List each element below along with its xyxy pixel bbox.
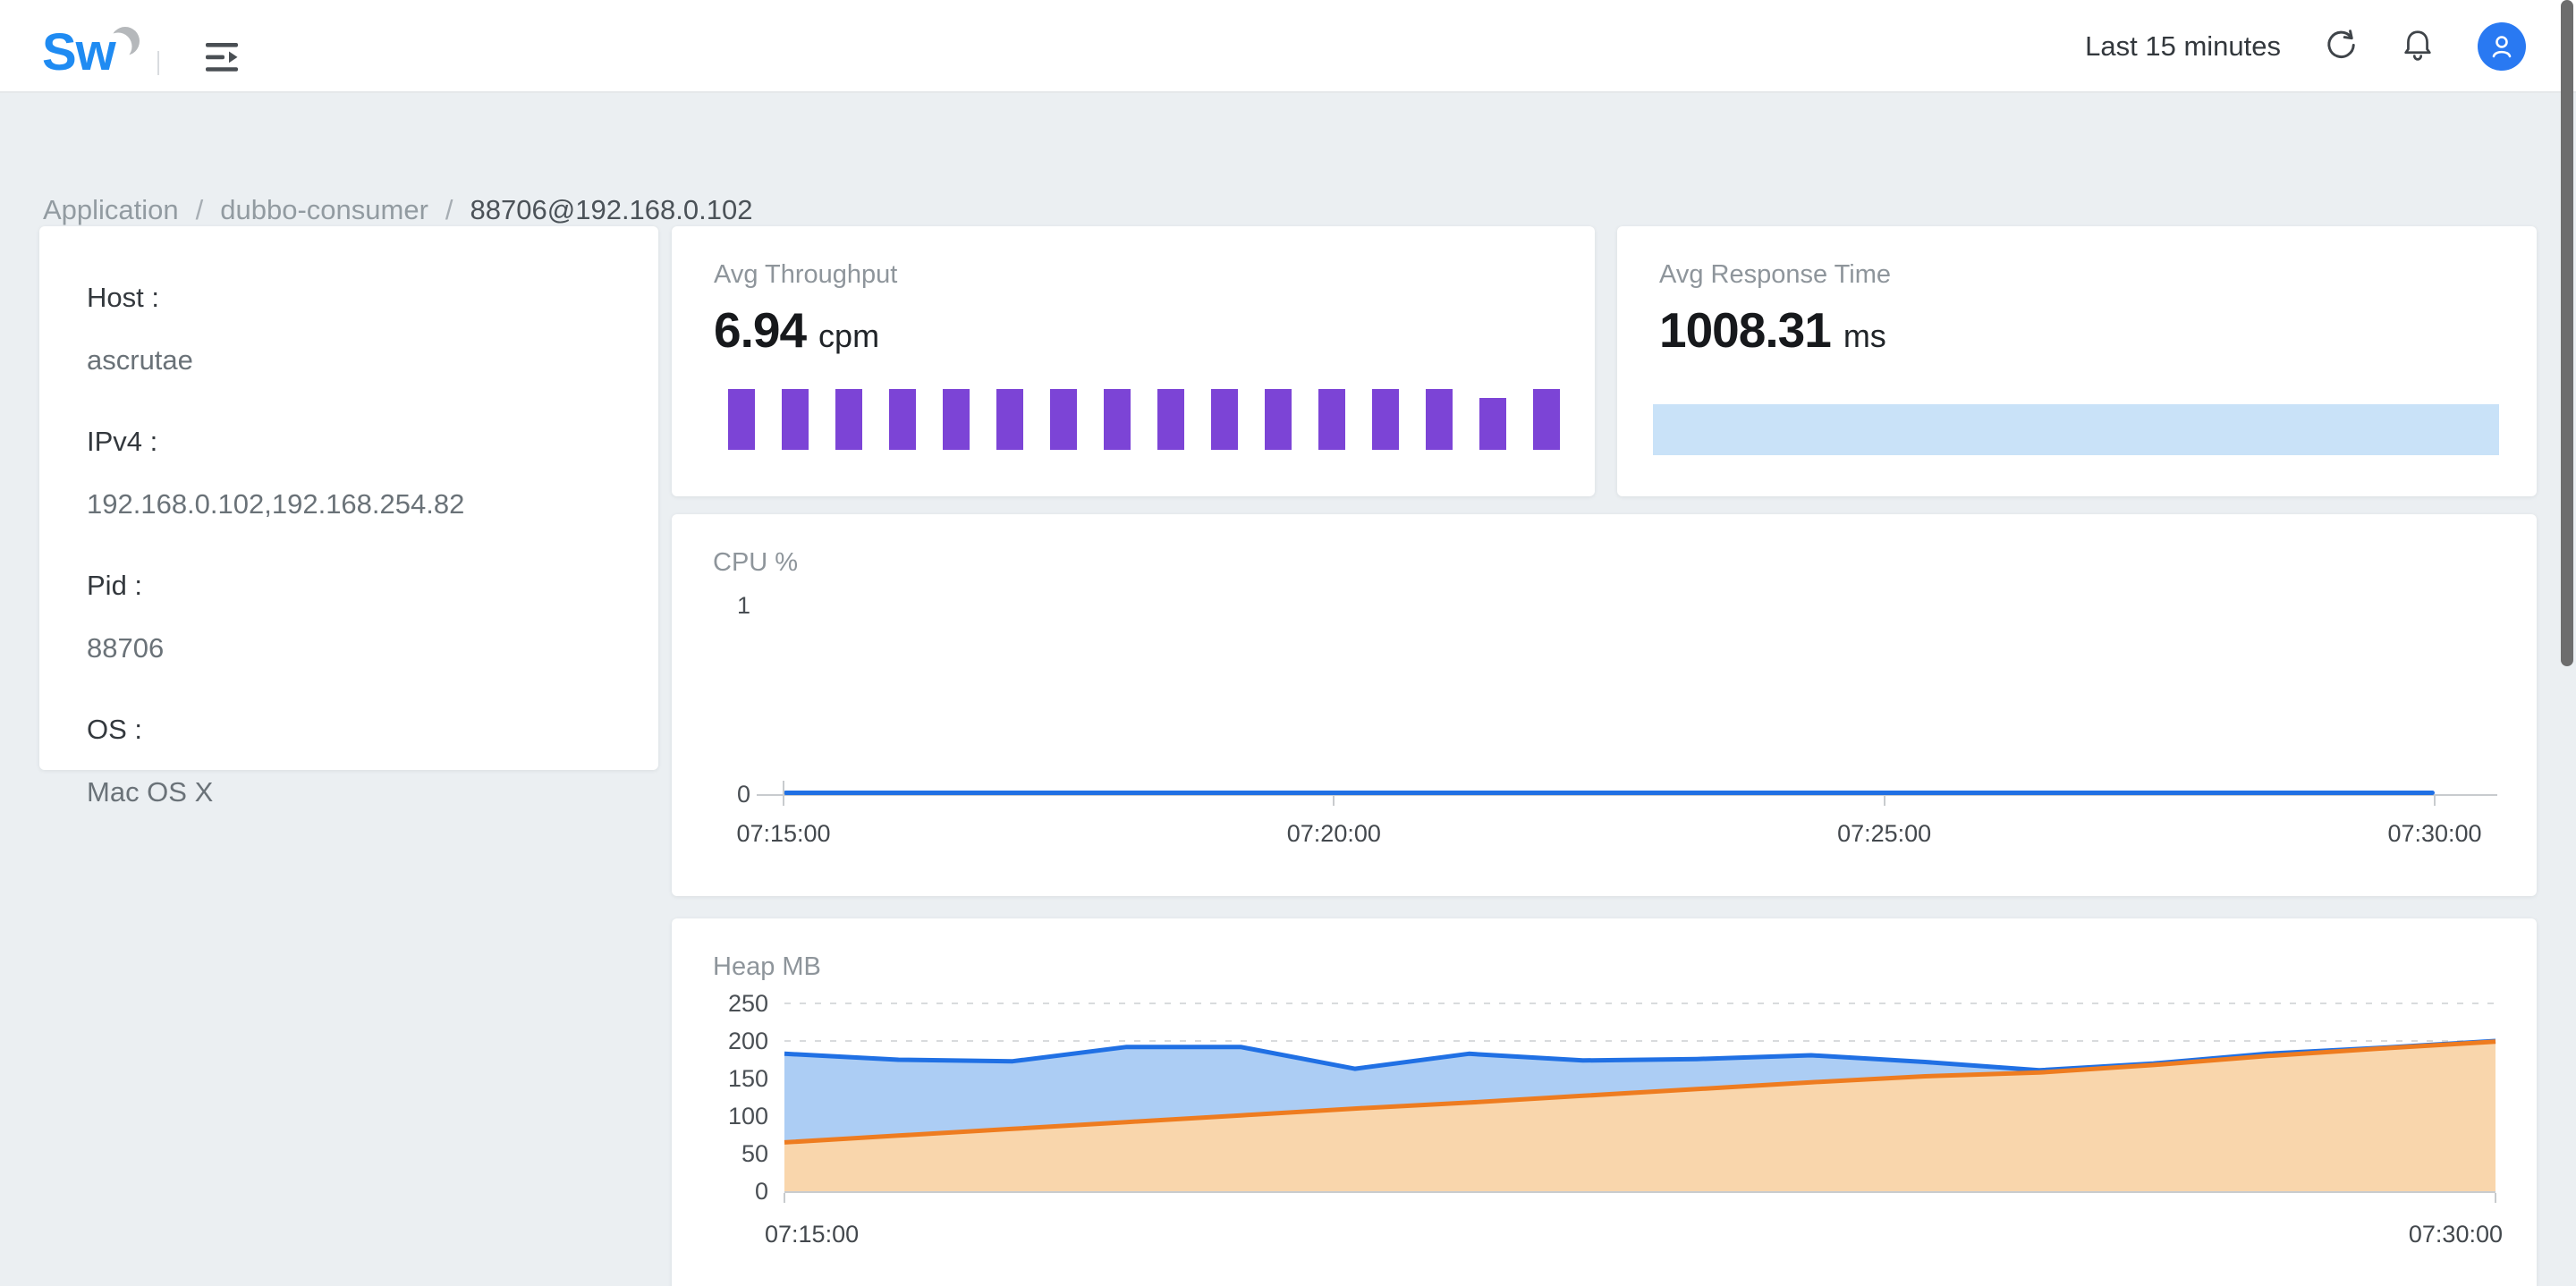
- header-actions: Last 15 minutes: [2085, 0, 2526, 93]
- info-value-os: Mac OS X: [87, 776, 214, 808]
- cpu-x-axis-line: [757, 794, 2497, 796]
- notifications-bell-icon[interactable]: [2401, 28, 2435, 66]
- breadcrumb-instance: 88706@192.168.0.102: [470, 194, 753, 225]
- info-label-ipv4: IPv4 :: [87, 426, 158, 457]
- cpu-chart-title: CPU %: [713, 548, 799, 577]
- logo-crescent-icon: [101, 23, 144, 71]
- user-icon: [2492, 36, 2512, 58]
- heap-y-tick-label: 250: [727, 990, 768, 1017]
- throughput-bar: [1157, 389, 1184, 450]
- throughput-bar: [1211, 389, 1238, 450]
- cpu-axis-tick: [783, 781, 784, 806]
- response-time-title: Avg Response Time: [1659, 260, 1891, 289]
- throughput-title: Avg Throughput: [714, 260, 898, 289]
- throughput-bar: [1372, 389, 1399, 450]
- user-avatar[interactable]: [2478, 22, 2526, 71]
- time-range-selector[interactable]: Last 15 minutes: [2085, 30, 2281, 62]
- cpu-x-tick-label: 07:15:00: [736, 820, 831, 847]
- header-divider: [157, 51, 159, 75]
- heap-y-tick-label: 200: [727, 1028, 768, 1054]
- throughput-bar: [1050, 389, 1077, 450]
- throughput-bar: [889, 389, 916, 450]
- breadcrumb: Application / dubbo-consumer / 88706@192…: [43, 194, 752, 226]
- heap-x-label-end: 07:30:00: [2408, 1221, 2503, 1248]
- cpu-x-tick-label: 07:20:00: [1286, 820, 1381, 847]
- info-value-ipv4: 192.168.0.102,192.168.254.82: [87, 488, 465, 520]
- throughput-bar: [1104, 389, 1131, 450]
- info-label-host: Host :: [87, 282, 159, 313]
- cpu-axis-tick: [1883, 796, 1885, 806]
- response-time-unit: ms: [1843, 317, 1886, 354]
- throughput-bar: [1533, 389, 1560, 450]
- info-value-pid: 88706: [87, 632, 165, 664]
- heap-axis-tick: [2495, 1193, 2496, 1203]
- response-time-value: 1008.31: [1659, 302, 1832, 358]
- throughput-bar: [782, 389, 809, 450]
- cpu-x-tick-label: 07:25:00: [1837, 820, 1932, 847]
- response-time-value-row: 1008.31 ms: [1659, 301, 1886, 359]
- throughput-value: 6.94: [714, 302, 807, 358]
- breadcrumb-separator: /: [445, 194, 453, 225]
- throughput-value-row: 6.94 cpm: [714, 301, 879, 359]
- heap-chart-title: Heap MB: [713, 952, 821, 981]
- cpu-x-tick-label: 07:30:00: [2387, 820, 2482, 847]
- info-value-host: ascrutae: [87, 344, 193, 376]
- heap-x-label-start: 07:15:00: [765, 1221, 860, 1248]
- app-header: Sw Last 15 minutes: [0, 0, 2576, 93]
- avg-response-time-card: Avg Response Time 1008.31 ms: [1617, 226, 2537, 496]
- throughput-bar: [1318, 389, 1345, 450]
- avg-throughput-card: Avg Throughput 6.94 cpm: [672, 226, 1595, 496]
- throughput-bars: [728, 389, 1569, 450]
- heap-y-tick-label: 150: [727, 1065, 768, 1092]
- throughput-bar: [1479, 397, 1506, 450]
- scrollbar-thumb[interactable]: [2561, 0, 2573, 666]
- refresh-icon[interactable]: [2324, 28, 2358, 66]
- info-label-os: OS :: [87, 714, 143, 745]
- response-time-bar: [1653, 404, 2499, 455]
- throughput-bar: [835, 389, 862, 450]
- throughput-bar: [1265, 389, 1292, 450]
- cpu-series-line: [784, 791, 2435, 795]
- sidebar-expand-icon[interactable]: [206, 42, 242, 72]
- info-label-pid: Pid :: [87, 570, 143, 601]
- throughput-bar: [728, 389, 755, 450]
- heap-y-tick-label: 50: [741, 1140, 768, 1167]
- heap-axis-tick: [784, 1193, 785, 1203]
- throughput-unit: cpm: [818, 317, 880, 354]
- heap-chart-card: Heap MB 0 50 100 150 200 250 07:15:00 07:30:0…: [672, 918, 2537, 1286]
- breadcrumb-application[interactable]: Application: [43, 194, 179, 225]
- heap-y-tick-label: 0: [754, 1178, 768, 1205]
- throughput-bar: [996, 389, 1023, 450]
- logo-text: Sw: [42, 23, 116, 81]
- heap-chart-plot: [784, 1003, 2496, 1191]
- heap-x-axis-line: [784, 1191, 2496, 1193]
- instance-info-card: Host : ascrutae IPv4 : 192.168.0.102,192…: [39, 226, 658, 808]
- cpu-axis-tick: [1333, 796, 1335, 806]
- cpu-y-tick-label: 1: [736, 592, 750, 619]
- cpu-y-tick-label: 0: [736, 781, 750, 808]
- throughput-bar: [943, 389, 970, 450]
- breadcrumb-service[interactable]: dubbo-consumer: [220, 194, 428, 225]
- breadcrumb-separator: /: [195, 194, 204, 225]
- cpu-chart-card: CPU % 1 0 07:15:00 07:20:00 07:25:00 07:30:0…: [672, 514, 2537, 896]
- cpu-axis-tick: [2434, 796, 2436, 806]
- heap-y-tick-label: 100: [727, 1103, 768, 1129]
- throughput-bar: [1426, 389, 1453, 450]
- skywalking-logo[interactable]: Sw: [42, 25, 194, 82]
